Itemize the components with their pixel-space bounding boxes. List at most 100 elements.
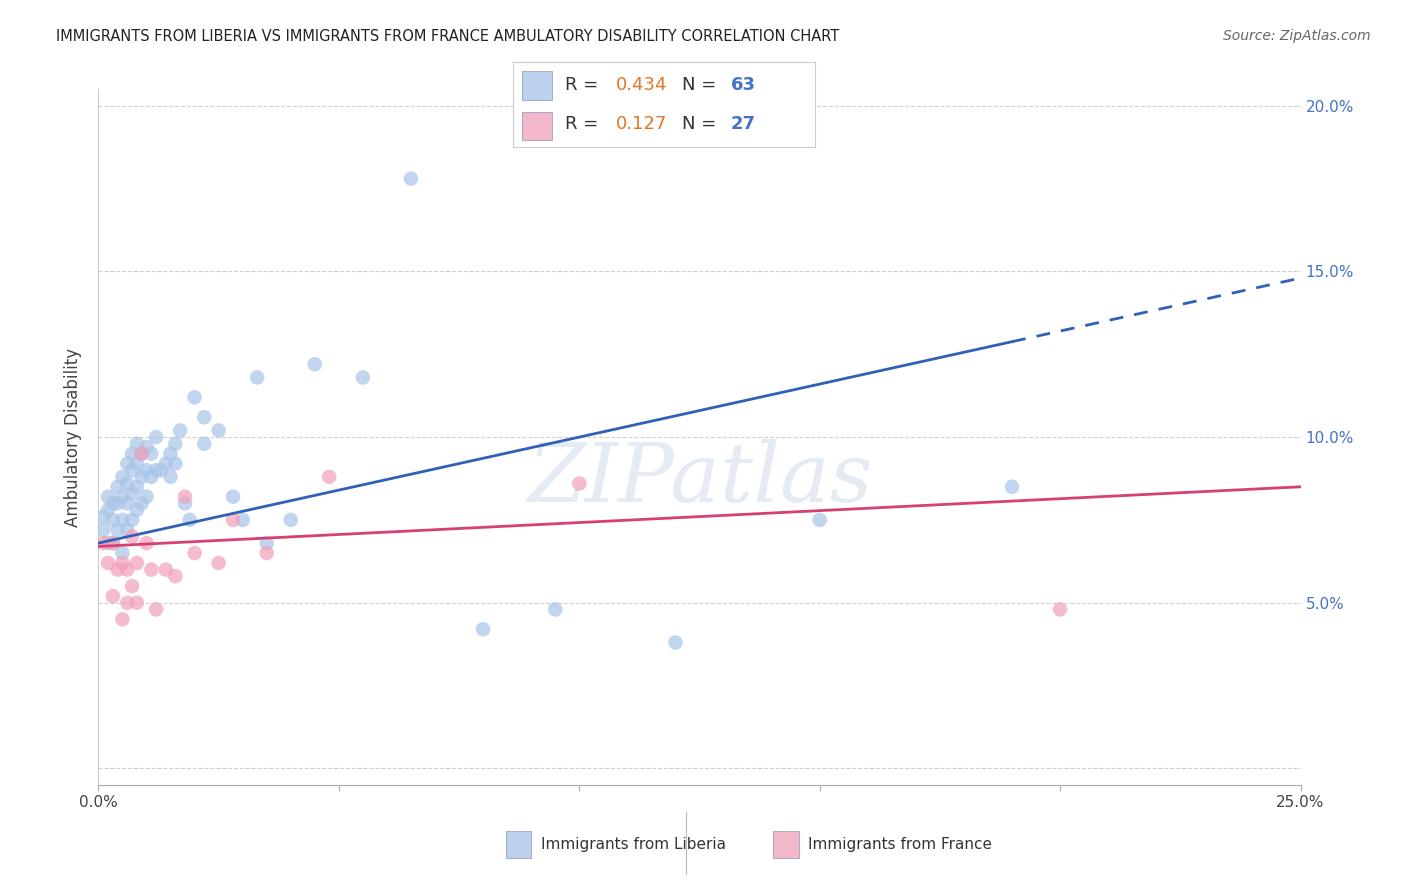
Point (91, 509, 114, 524)
Point (125, 596, 148, 610)
Point (145, 602, 167, 616)
Text: ZIPatlas: ZIPatlas (527, 439, 872, 519)
Point (246, 370, 269, 384)
Text: 27: 27 (731, 115, 756, 133)
Point (165, 436, 187, 450)
Text: Source: ZipAtlas.com: Source: ZipAtlas.com (1223, 29, 1371, 44)
Point (117, 476, 139, 491)
Point (91, 536, 114, 550)
Point (101, 513, 124, 527)
Point (165, 569, 187, 583)
Text: N =: N = (682, 115, 723, 133)
Point (1001, 480, 1024, 494)
Point (97, 556, 120, 570)
Point (280, 513, 302, 527)
Point (111, 513, 134, 527)
Point (183, 390, 205, 404)
Point (111, 546, 134, 560)
Point (208, 424, 231, 438)
Point (568, 476, 591, 491)
Point (145, 430, 167, 444)
Point (121, 447, 143, 461)
Point (304, 357, 326, 371)
Point (111, 490, 134, 504)
Point (121, 513, 143, 527)
Point (399, 171, 422, 186)
Text: IMMIGRANTS FROM LIBERIA VS IMMIGRANTS FROM FRANCE AMBULATORY DISABILITY CORRELAT: IMMIGRANTS FROM LIBERIA VS IMMIGRANTS FR… (56, 29, 839, 45)
Point (111, 470, 134, 484)
Point (256, 536, 278, 550)
Point (97, 490, 120, 504)
Point (165, 457, 187, 471)
Point (256, 546, 278, 560)
Point (131, 447, 153, 461)
Point (101, 589, 124, 603)
Point (1049, 602, 1071, 616)
Point (664, 635, 686, 649)
Point (131, 470, 153, 484)
Point (117, 457, 139, 471)
FancyBboxPatch shape (522, 112, 553, 140)
Point (808, 513, 831, 527)
Text: Immigrants from France: Immigrants from France (808, 838, 993, 852)
Text: N =: N = (682, 77, 723, 95)
Point (131, 447, 153, 461)
Point (169, 424, 191, 438)
Point (121, 486, 143, 500)
Point (125, 503, 148, 517)
Point (222, 490, 245, 504)
Point (125, 556, 148, 570)
Text: Immigrants from Liberia: Immigrants from Liberia (541, 838, 727, 852)
Point (97, 536, 120, 550)
Point (101, 496, 124, 510)
Point (135, 490, 157, 504)
Point (107, 563, 129, 577)
Point (179, 513, 201, 527)
Point (141, 563, 163, 577)
Point (107, 496, 129, 510)
Point (208, 556, 231, 570)
Point (125, 436, 148, 450)
Point (544, 602, 567, 616)
Point (117, 523, 139, 537)
Point (125, 457, 148, 471)
Point (121, 463, 143, 477)
Text: R =: R = (565, 77, 603, 95)
Point (472, 622, 495, 636)
Point (135, 463, 157, 477)
Point (111, 612, 134, 626)
Point (101, 536, 124, 550)
Point (117, 496, 139, 510)
Text: R =: R = (565, 115, 609, 133)
Point (91, 523, 114, 537)
Point (121, 529, 143, 543)
Point (183, 546, 205, 560)
Point (97, 503, 120, 517)
Point (232, 513, 254, 527)
Point (159, 470, 181, 484)
Text: 63: 63 (731, 77, 756, 95)
Text: 0.127: 0.127 (616, 115, 668, 133)
Point (135, 440, 157, 454)
Point (149, 463, 172, 477)
Point (155, 457, 177, 471)
Point (352, 370, 374, 384)
Point (193, 410, 215, 425)
Point (141, 470, 163, 484)
Point (117, 563, 139, 577)
Point (111, 556, 134, 570)
Point (131, 496, 153, 510)
Point (135, 536, 157, 550)
Y-axis label: Ambulatory Disability: Ambulatory Disability (65, 348, 83, 526)
Point (107, 480, 129, 494)
Point (318, 470, 340, 484)
Point (222, 513, 245, 527)
Point (121, 579, 143, 593)
Point (155, 563, 177, 577)
Point (145, 463, 167, 477)
Point (174, 496, 197, 510)
Point (193, 436, 215, 450)
Point (159, 447, 181, 461)
Point (125, 480, 148, 494)
Point (141, 447, 163, 461)
